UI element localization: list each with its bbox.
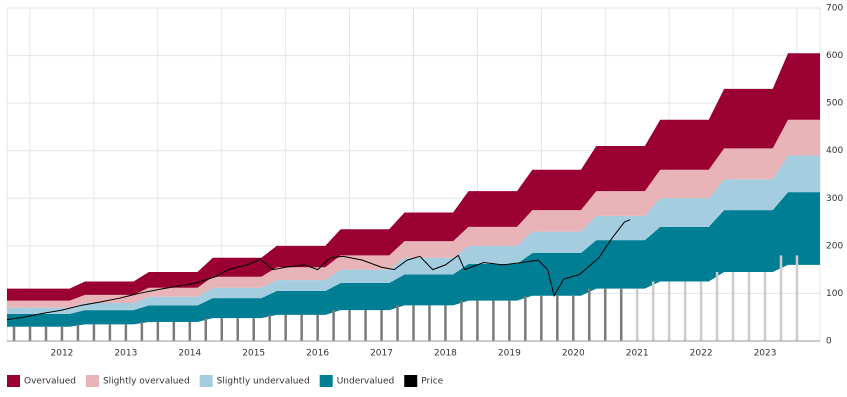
legend-label: Undervalued xyxy=(337,377,395,387)
price-line xyxy=(6,219,631,321)
bar xyxy=(619,288,623,341)
x-tick-label: 2018 xyxy=(434,349,457,359)
bar xyxy=(76,324,80,341)
x-tick-label: 2022 xyxy=(690,349,713,359)
bar xyxy=(220,318,224,341)
bar xyxy=(92,324,96,341)
bar xyxy=(540,295,543,341)
bar xyxy=(795,255,799,341)
bar xyxy=(412,305,415,341)
bar xyxy=(508,300,511,341)
bar xyxy=(316,314,319,341)
legend-label: Slightly undervalued xyxy=(217,377,310,387)
bar xyxy=(396,305,399,341)
bar xyxy=(284,314,287,341)
bar xyxy=(667,281,671,341)
bar xyxy=(524,295,527,341)
legend-swatch xyxy=(319,375,333,387)
bar xyxy=(332,310,335,341)
bar xyxy=(779,255,783,341)
x-tick-label: 2020 xyxy=(562,349,585,359)
bar xyxy=(252,318,255,341)
bar xyxy=(204,318,208,341)
bar xyxy=(747,272,751,341)
x-tick-label: 2014 xyxy=(178,349,201,359)
bar xyxy=(715,272,719,341)
bar xyxy=(364,310,367,341)
x-tick-label: 2021 xyxy=(626,349,649,359)
bar xyxy=(603,288,607,341)
valuation-band xyxy=(7,192,820,327)
legend-swatch xyxy=(199,375,213,387)
bar xyxy=(428,305,431,341)
bar xyxy=(380,310,383,341)
bar xyxy=(124,324,128,341)
bar xyxy=(140,321,144,341)
bar xyxy=(348,310,351,341)
bar xyxy=(156,321,160,341)
bar xyxy=(12,326,16,341)
bar xyxy=(300,314,303,341)
bar xyxy=(635,288,639,341)
bar xyxy=(236,318,239,341)
bar xyxy=(444,305,447,341)
legend-label: Price xyxy=(421,377,443,387)
bar xyxy=(44,326,48,341)
y-tick-label: 300 xyxy=(826,194,843,204)
y-tick-label: 700 xyxy=(826,4,843,14)
bar xyxy=(108,324,112,341)
x-tick-label: 2012 xyxy=(51,349,74,359)
x-tick-label: 2013 xyxy=(114,349,137,359)
bar xyxy=(588,288,591,341)
x-tick-label: 2015 xyxy=(242,349,265,359)
y-tick-label: 0 xyxy=(826,337,832,347)
bar xyxy=(28,326,32,341)
legend: Overvalued Slightly overvalued Slightly un… xyxy=(7,375,444,387)
legend-swatch xyxy=(404,375,418,387)
bar xyxy=(651,281,655,341)
legend-label: Slightly overvalued xyxy=(103,377,190,387)
x-tick-label: 2017 xyxy=(370,349,393,359)
bar xyxy=(572,295,575,341)
y-tick-label: 400 xyxy=(826,146,843,156)
x-tick-label: 2019 xyxy=(498,349,521,359)
bar xyxy=(683,281,687,341)
y-tick-label: 100 xyxy=(826,289,843,299)
bar xyxy=(556,295,559,341)
bar xyxy=(763,272,767,341)
bar xyxy=(172,321,176,341)
bar xyxy=(699,281,703,341)
bar xyxy=(476,300,479,341)
legend-swatch xyxy=(7,375,20,387)
bar xyxy=(492,300,495,341)
bar xyxy=(60,326,64,341)
y-tick-label: 600 xyxy=(826,51,843,61)
bar xyxy=(268,314,271,341)
y-tick-label: 200 xyxy=(826,241,843,251)
x-tick-label: 2023 xyxy=(754,349,777,359)
bar xyxy=(731,272,735,341)
bar xyxy=(460,300,463,341)
bar xyxy=(188,321,192,341)
x-tick-label: 2016 xyxy=(306,349,329,359)
legend-label: Overvalued xyxy=(24,377,76,387)
y-tick-label: 500 xyxy=(826,99,843,109)
legend-swatch xyxy=(85,375,99,387)
